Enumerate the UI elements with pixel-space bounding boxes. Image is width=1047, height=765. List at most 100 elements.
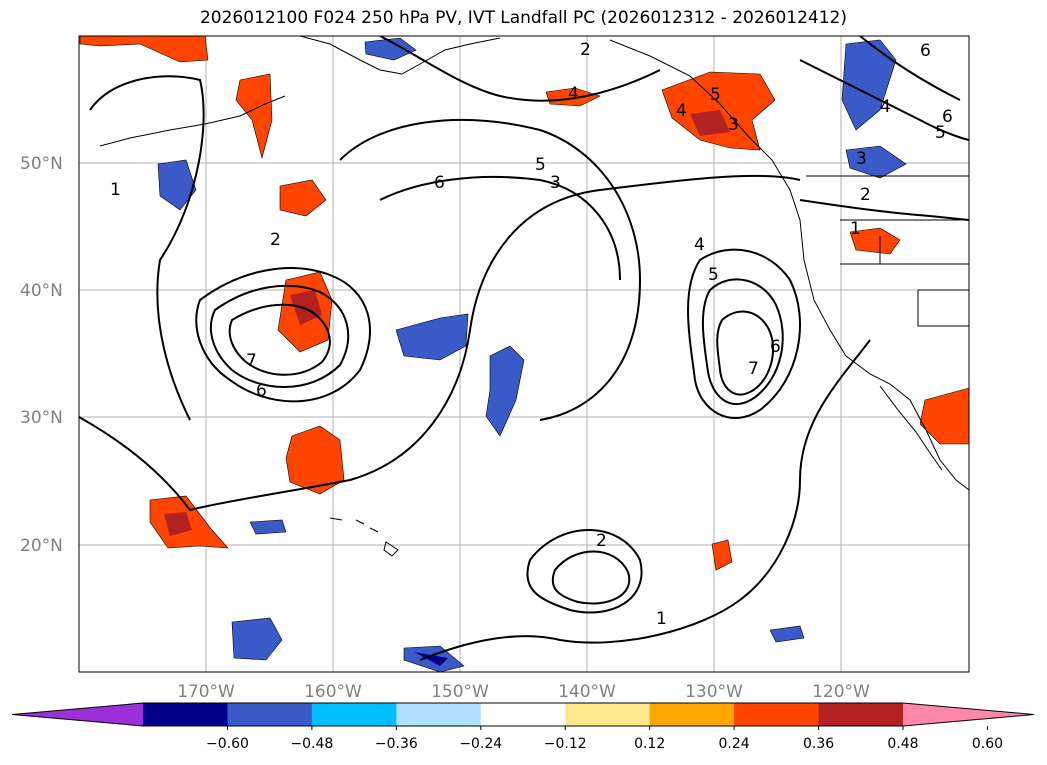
contour-label: 6 (920, 41, 931, 61)
contour-line (79, 174, 801, 512)
pv-negative-area (845, 145, 907, 179)
coastlines (99, 36, 969, 557)
contour-line (799, 59, 969, 141)
colorbar: −0.60 −0.48 −0.36 −0.24 −0.12 0.12 0.24 0.36 0.4… (11, 702, 1035, 752)
contour-label: 1 (656, 609, 667, 629)
pv-positive-area (849, 227, 901, 255)
colorbar-extend-high (903, 703, 1034, 726)
contour-line (419, 339, 871, 661)
contour-line (859, 36, 961, 101)
contour-label: 6 (434, 173, 445, 193)
lon-label: 160°W (304, 682, 362, 702)
colorbar-bin (818, 703, 904, 726)
contour-label: 4 (694, 235, 705, 255)
colorbar-label: −0.24 (459, 736, 502, 752)
colorbar-outline (11, 702, 1035, 727)
contour-label: 3 (856, 149, 867, 169)
colorbar-label: −0.48 (290, 736, 333, 752)
pv-positive-area (79, 36, 209, 63)
pv-positive-area (235, 73, 273, 160)
colorbar-label: −0.36 (375, 736, 418, 752)
lon-label: 140°W (558, 682, 616, 702)
contour-line (687, 248, 801, 420)
pv-negative-area (841, 39, 897, 131)
contour-label: 5 (708, 265, 719, 285)
contour-line (209, 284, 350, 388)
contour-label: 6 (770, 337, 781, 357)
contour-line (339, 119, 642, 421)
pv-positive-area-dark (690, 110, 730, 136)
pv-negative-area (231, 617, 283, 661)
contour-label: 6 (256, 381, 267, 401)
aleutian-islands (99, 95, 286, 147)
contour-labels: 1 2 2 3 4 5 6 7 5 4 6 7 6 1 2 1 2 3 5 6 … (110, 40, 953, 629)
contour-label: 7 (748, 359, 759, 379)
pv-negative-area (769, 625, 805, 643)
lon-label: 170°W (177, 682, 235, 702)
colorbar-bin (649, 703, 735, 726)
colorbar-bin (311, 703, 397, 726)
contour-label: 4 (676, 101, 687, 121)
contour-line (195, 267, 371, 403)
lon-label: 150°W (431, 682, 489, 702)
contour-label: 2 (270, 230, 281, 250)
contour-label: 7 (246, 351, 257, 371)
north-america-coast (609, 39, 969, 491)
contour-line (716, 310, 775, 396)
lon-label: 130°W (685, 682, 743, 702)
pv-negative-area (364, 37, 417, 61)
contour-label: 3 (728, 115, 739, 135)
pv-positive-area-dark (290, 290, 322, 325)
contour-line (228, 303, 331, 376)
contour-label: 3 (550, 173, 561, 193)
colorbar-label: 0.60 (972, 736, 1003, 752)
colorbar-label: −0.60 (206, 736, 249, 752)
colorbar-label: 0.24 (719, 736, 750, 752)
contour-line (799, 199, 969, 221)
colorbar-label: 0.48 (887, 736, 918, 752)
colorbar-bin (480, 703, 566, 726)
map-background (79, 36, 969, 672)
colorbar-extend-low (12, 703, 143, 726)
pv-positive-area (279, 179, 327, 217)
baja-california (879, 385, 943, 471)
contour-label: 6 (942, 107, 953, 127)
colorbar-bin (227, 703, 313, 726)
contour-line (379, 36, 661, 102)
map-border (78, 35, 970, 673)
longitude-labels: 170°W 160°W 150°W 140°W 130°W 120°W (177, 682, 870, 702)
contour-line (89, 75, 205, 421)
pv-negative-area (485, 345, 525, 437)
colorbar-bin (396, 703, 482, 726)
lon-label: 120°W (812, 682, 870, 702)
contour-line (379, 175, 621, 281)
pv-negative-area (249, 519, 287, 535)
contour-label: 2 (580, 40, 591, 60)
pv-positive-area (545, 87, 601, 107)
state-borders (840, 219, 969, 327)
hawaii-islands (329, 517, 399, 557)
colorbar-label: −0.12 (544, 736, 587, 752)
contour-label: 5 (935, 123, 946, 143)
contour-label: 5 (535, 155, 546, 175)
contour-label: 2 (860, 185, 871, 205)
contour-label: 2 (596, 531, 607, 551)
contour-line (701, 278, 784, 405)
contour-label: 1 (110, 180, 121, 200)
lat-label: 50°N (20, 154, 63, 174)
pv-shading (79, 36, 969, 672)
contour-label: 4 (568, 84, 579, 104)
contour-line (551, 550, 631, 605)
pv-positive-area (285, 425, 345, 495)
contour-label: 1 (850, 219, 861, 239)
latitude-labels: 50°N 40°N 30°N 20°N (20, 154, 63, 556)
colorbar-bin (565, 703, 651, 726)
lat-label: 20°N (20, 536, 63, 556)
pv-positive-area-dark (164, 512, 192, 536)
contour-label: 5 (710, 85, 721, 105)
colorbar-label: 0.12 (634, 736, 665, 752)
colorbar-bin (143, 703, 228, 726)
pv-positive-area (711, 539, 733, 571)
pv-negative-area-dark (414, 652, 448, 666)
